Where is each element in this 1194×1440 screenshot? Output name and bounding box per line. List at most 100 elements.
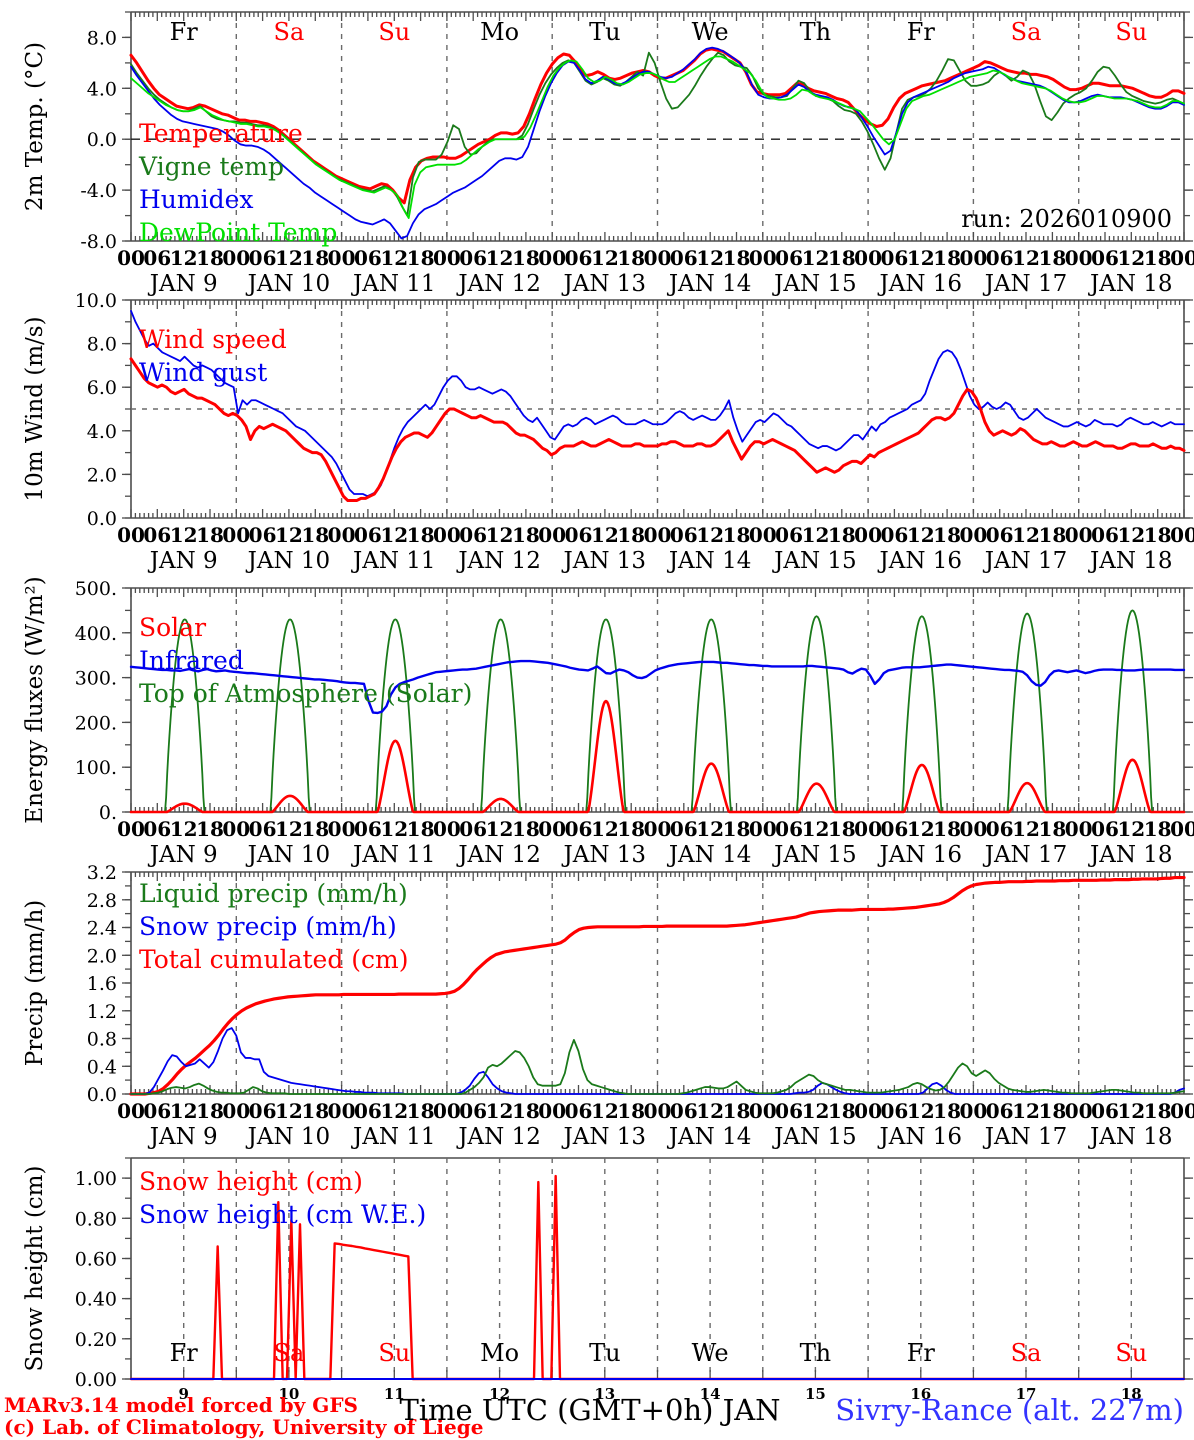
x-hour-label: 18 — [617, 523, 645, 547]
day-of-week-label: Th — [800, 1339, 831, 1367]
x-day-label: JAN 14 — [667, 271, 752, 297]
x-hour-label: 12 — [170, 817, 198, 841]
x-day-number: 10 — [278, 1385, 299, 1403]
x-hour-label: 00 — [328, 817, 356, 841]
x-hour-label: 18 — [828, 1099, 856, 1123]
day-of-week-label: Th — [800, 18, 831, 46]
x-axis-title: Time UTC (GMT+0h) JAN — [399, 1393, 780, 1427]
legend-item: DewPoint Temp — [139, 218, 337, 247]
x-hour-label: 06 — [565, 523, 593, 547]
x-day-label: JAN 17 — [983, 271, 1068, 297]
x-hour-label: 12 — [275, 817, 303, 841]
x-hour-label: 12 — [1117, 1099, 1145, 1123]
x-hour-label: 00 — [117, 1099, 145, 1123]
x-hour-label: 18 — [617, 1099, 645, 1123]
x-day-number: 12 — [489, 1385, 510, 1403]
x-day-label: JAN 11 — [351, 842, 436, 868]
x-day-label: JAN 9 — [148, 842, 218, 868]
x-hour-label: 18 — [196, 523, 224, 547]
y-tick-label: 100. — [75, 757, 117, 779]
y-axis-title: Snow height (cm) — [22, 1166, 48, 1372]
day-of-week-label: Su — [1115, 18, 1147, 46]
x-hour-label: 18 — [301, 523, 329, 547]
x-day-label: JAN 11 — [351, 548, 436, 574]
x-hour-label: 06 — [249, 1099, 277, 1123]
x-hour-label: 06 — [670, 817, 698, 841]
y-tick-label: 0.80 — [75, 1208, 117, 1230]
x-hour-label: 00 — [433, 246, 461, 270]
x-hour-label: 18 — [301, 817, 329, 841]
x-hour-label: 06 — [459, 246, 487, 270]
x-hour-label: 18 — [828, 523, 856, 547]
x-hour-label: 00 — [433, 817, 461, 841]
legend-item: Vigne temp — [138, 152, 284, 181]
x-hour-label: 12 — [591, 817, 619, 841]
x-hour-label: 06 — [880, 1099, 908, 1123]
x-hour-label: 00 — [749, 246, 777, 270]
legend-item: Snow height (cm) — [139, 1167, 363, 1196]
x-day-number: 14 — [700, 1385, 721, 1403]
x-hour-label: 12 — [1117, 817, 1145, 841]
x-hour-label: 00 — [222, 246, 250, 270]
x-hour-label: 06 — [1091, 1099, 1119, 1123]
x-hour-label: 18 — [512, 817, 540, 841]
x-hour-label: 18 — [1038, 246, 1066, 270]
y-tick-label: 8.0 — [87, 334, 117, 356]
day-of-week-label: Fr — [170, 18, 199, 46]
y-tick-label: 0.0 — [87, 1084, 117, 1106]
x-hour-label: 18 — [1038, 1099, 1066, 1123]
x-hour-label: 18 — [407, 246, 435, 270]
x-hour-label: 12 — [907, 817, 935, 841]
x-hour-label: 06 — [249, 817, 277, 841]
x-day-label: JAN 17 — [983, 842, 1068, 868]
x-hour-label: 12 — [907, 1099, 935, 1123]
y-tick-label: 10.0 — [75, 290, 117, 312]
legend-item: Solar — [139, 613, 206, 642]
x-day-label: JAN 10 — [246, 842, 331, 868]
x-day-number: 15 — [805, 1385, 826, 1403]
x-hour-label: 06 — [1091, 246, 1119, 270]
x-hour-label: 12 — [380, 1099, 408, 1123]
x-hour-label: 06 — [670, 1099, 698, 1123]
x-hour-label: 00 — [749, 1099, 777, 1123]
day-of-week-label: Su — [378, 18, 410, 46]
day-of-week-label: Tu — [589, 18, 620, 46]
x-hour-label: 00 — [538, 817, 566, 841]
legend-item: Wind speed — [139, 325, 287, 354]
x-hour-label: 06 — [249, 523, 277, 547]
x-hour-label: 12 — [275, 246, 303, 270]
x-day-label: JAN 12 — [456, 1124, 541, 1150]
x-hour-label: 18 — [828, 246, 856, 270]
x-hour-label: 12 — [802, 523, 830, 547]
y-tick-label: 0. — [99, 802, 117, 824]
x-hour-label: 06 — [986, 246, 1014, 270]
x-hour-label: 00 — [854, 817, 882, 841]
x-hour-label: 00 — [1065, 817, 1093, 841]
y-tick-label: 4.0 — [87, 421, 117, 443]
x-hour-label: 00 — [644, 817, 672, 841]
x-hour-label: 12 — [907, 246, 935, 270]
x-hour-label: 00 — [749, 523, 777, 547]
x-hour-label: 06 — [459, 523, 487, 547]
legend-item: Snow height (cm W.E.) — [139, 1200, 426, 1229]
x-day-label: JAN 12 — [456, 842, 541, 868]
y-tick-label: 0.40 — [75, 1289, 117, 1311]
x-hour-label: 18 — [933, 817, 961, 841]
x-hour-label: 06 — [143, 246, 171, 270]
x-hour-label: 00 — [959, 1099, 987, 1123]
x-hour-label: 00 — [1170, 817, 1194, 841]
x-hour-label: 06 — [986, 1099, 1014, 1123]
day-of-week-label: We — [692, 18, 729, 46]
y-tick-label: 2.4 — [87, 918, 117, 940]
x-hour-label: 18 — [512, 523, 540, 547]
x-day-label: JAN 12 — [456, 271, 541, 297]
x-day-label: JAN 18 — [1088, 1124, 1173, 1150]
x-hour-label: 06 — [1091, 817, 1119, 841]
x-hour-label: 00 — [1065, 1099, 1093, 1123]
x-hour-label: 18 — [512, 1099, 540, 1123]
x-day-number: 9 — [178, 1385, 188, 1403]
x-hour-label: 12 — [802, 246, 830, 270]
x-day-label: JAN 14 — [667, 548, 752, 574]
x-hour-label: 06 — [775, 523, 803, 547]
